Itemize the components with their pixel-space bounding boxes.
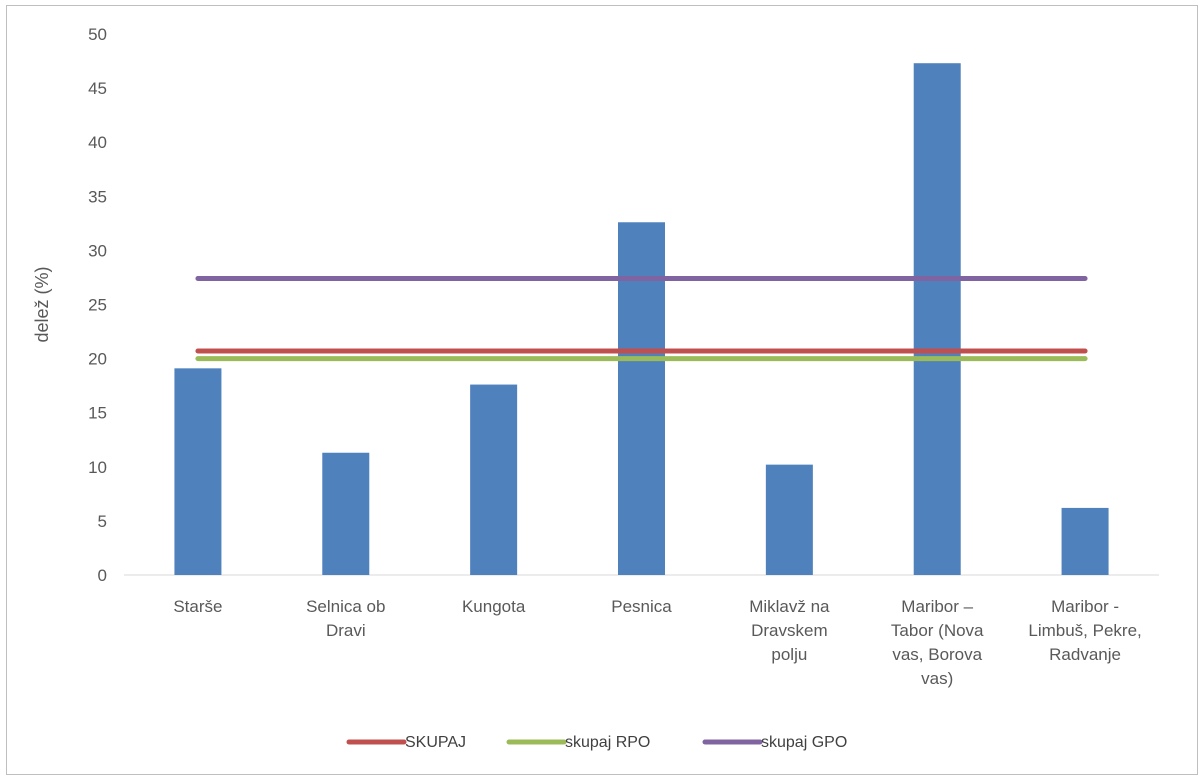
y-tick-label: 0: [98, 566, 107, 585]
x-tick-label: Kungota: [462, 597, 526, 616]
legend: SKUPAJ skupaj RPO skupaj GPO: [346, 734, 847, 751]
x-tick-label: vas): [921, 669, 953, 688]
y-axis-title: delež (%): [32, 266, 52, 342]
chart-frame: 0 5 10 15 20 25 30 35 40 45 50 Starše Selnica ob Dra…: [6, 5, 1198, 775]
y-tick-label: 30: [88, 241, 107, 260]
x-tick-label: Maribor -: [1051, 597, 1119, 616]
x-tick-label: Dravskem: [751, 621, 828, 640]
x-tick-label: Radvanje: [1049, 645, 1121, 664]
x-tick-label: Starše: [173, 597, 222, 616]
x-tick-label: polju: [771, 645, 807, 664]
bar: [322, 452, 370, 575]
y-axis-ticks: 0 5 10 15 20 25 30 35 40 45 50: [88, 25, 107, 585]
bars: [174, 63, 1109, 576]
x-tick-label: Pesnica: [611, 597, 672, 616]
x-tick-label: Limbuš, Pekre,: [1028, 621, 1141, 640]
legend-label: skupaj GPO: [761, 734, 847, 751]
x-tick-label: Maribor –: [901, 597, 973, 616]
y-tick-label: 10: [88, 458, 107, 477]
bar: [1061, 507, 1109, 575]
y-tick-label: 40: [88, 133, 107, 152]
bar: [765, 464, 813, 575]
y-tick-label: 15: [88, 404, 107, 423]
legend-label: SKUPAJ: [405, 734, 466, 751]
x-tick-label: Selnica ob: [306, 597, 385, 616]
y-tick-label: 50: [88, 25, 107, 44]
y-tick-label: 25: [88, 296, 107, 315]
x-tick-label: Dravi: [326, 621, 366, 640]
bar: [618, 222, 665, 575]
bar: [174, 368, 222, 575]
bar-line-chart: 0 5 10 15 20 25 30 35 40 45 50 Starše Selnica ob Dra…: [32, 25, 1159, 751]
x-tick-label: Miklavž na: [749, 597, 830, 616]
y-tick-label: 20: [88, 350, 107, 369]
bar: [470, 384, 518, 575]
reference-lines: [195, 276, 1088, 362]
x-tick-label: Tabor (Nova: [891, 621, 984, 640]
x-axis-labels: Starše Selnica ob Dravi Kungota Pesnica Mikla…: [173, 597, 1141, 688]
legend-label: skupaj RPO: [565, 734, 650, 751]
y-tick-label: 35: [88, 187, 107, 206]
bar: [913, 63, 961, 576]
x-tick-label: vas, Borova: [892, 645, 982, 664]
y-tick-label: 5: [98, 512, 107, 531]
y-tick-label: 45: [88, 79, 107, 98]
